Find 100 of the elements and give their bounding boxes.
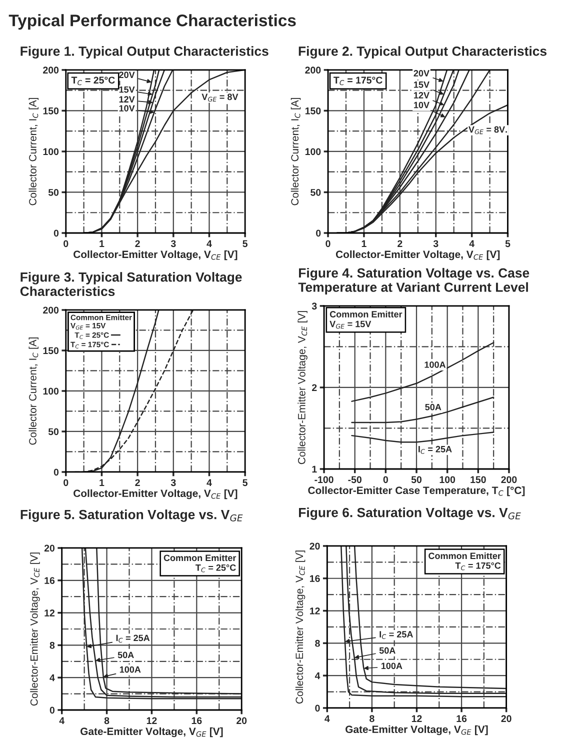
x-tick-label: 8 [104,717,110,724]
x-tick-label: 5 [505,240,510,248]
series-label: I$_{C}$ = 25A [418,446,452,454]
legend-label: 12V [414,92,430,98]
chart-title: Figure 4. Saturation Voltage vs. Case Temperature at Variant Current Level [298,268,530,295]
y-tick-label: 0 [315,704,320,712]
annotation: Common Emitter V$_{GE}$ = 15V [330,310,402,329]
y-tick-label: 100 [305,148,321,156]
x-tick-label: 12 [412,715,422,722]
x-tick-label: 150 [470,476,486,484]
x-tick-label: 16 [456,715,467,722]
x-axis-title: Collector-Emitter Voltage, V$_{CE}$ [V] [336,250,500,260]
y-tick-label: 150 [43,347,59,354]
y-axis-title: Collector Current, I$_{C}$ [A] [290,98,301,206]
text: Typical Performance Characteristics [8,14,296,30]
y-tick-label: 200 [43,306,59,314]
y-tick-label: 20 [310,542,320,550]
y-tick-label: 4 [314,672,320,680]
y-tick-label: 0 [50,706,55,714]
x-tick-label: 2 [135,240,140,247]
series-label: V$_{GE}$ = 8V. [468,126,507,134]
x-axis-title: Collector-Emitter Voltage, V$_{CE}$ [V] [74,489,238,500]
y-tick-label: 1 [312,466,317,473]
y-tick-label: 100 [43,148,59,156]
x-tick-label: -100 [314,476,334,484]
y-tick-label: 12 [310,608,320,614]
chart-title: Figure 3. Typical Saturation Voltage Characteristics [20,272,242,296]
chart-title: Figure 5. Saturation Voltage vs. V$_{GE}$ [20,510,243,522]
series-label: 100A [424,361,446,368]
y-tick-label: 100 [43,388,59,395]
x-tick-label: 2 [135,479,140,486]
x-tick-label: 1 [100,240,104,247]
annotation: T$_{C}$ = 25°C [71,76,115,86]
x-tick-label: 0 [326,240,330,248]
x-tick-label: 2 [398,240,402,247]
y-tick-label: 20 [44,544,55,552]
y-tick-label: 3 [312,302,317,310]
y-tick-label: 4 [50,674,55,682]
x-tick-label: 4 [324,715,330,722]
y-tick-label: 2 [312,384,317,391]
y-tick-label: 0 [54,468,59,476]
annotation: Common Emitter T$_{C}$ = 175°C [428,552,501,570]
legend-label: 10V [414,102,430,108]
x-tick-label: 3 [170,240,176,248]
y-axis-title: Collector Current, I$_{C}$ [A] [28,98,38,206]
y-tick-label: 200 [43,66,59,74]
series-label: V$_{GE}$ = 8V [202,94,238,102]
y-tick-label: 0 [316,230,321,237]
chart-title: Figure 1. Typical Output Characteristics [20,46,268,59]
y-axis-title: Collector-Emitter Voltage, V$_{CE}$ [V] [30,552,40,706]
y-tick-label: 16 [310,575,320,582]
x-axis-title: Collector-Emitter Case Temperature, T$_{C}$ [°C] [308,486,525,496]
y-tick-label: 8 [315,640,320,647]
x-tick-label: 4 [206,240,212,247]
y-tick-label: 16 [44,577,55,584]
y-tick-label: 150 [305,107,321,114]
x-tick-label: 8 [370,715,374,722]
legend-label: 50A [379,647,396,654]
x-tick-label: 3 [170,479,176,486]
y-axis-title: Collector-Emitter Voltage, V$_{CE}$ [V] [295,550,306,704]
x-tick-label: 4 [59,717,64,724]
legend-label: I$_{C}$ = 25A [380,631,413,639]
x-axis-title: Gate-Emitter Voltage, V$_{GE}$ [V] [346,725,488,736]
x-tick-label: 200 [501,476,517,484]
legend-label: 15V [414,82,430,88]
x-tick-label: 5 [242,240,248,248]
x-tick-label: 4 [469,240,474,247]
legend-label: 12V [119,96,135,102]
series-label: 50A [425,404,442,410]
y-axis-title: Collector-Emitter Voltage, V$_{CE}$ [V] [298,311,308,464]
chart-title: Figure 2. Typical Output Characteristics [298,46,547,59]
legend-label: 100A [381,662,402,670]
legend-label: 100A [120,666,141,673]
annotation: Common Emitter T$_{C}$ = 25°C [164,554,236,572]
x-tick-label: 1 [100,479,104,486]
y-tick-label: 12 [44,610,55,616]
x-tick-label: 4 [206,479,212,486]
y-tick-label: 0 [54,230,59,237]
x-tick-label: 16 [192,717,202,724]
y-tick-label: 50 [310,188,321,196]
x-tick-label: 0 [383,476,388,484]
x-tick-label: 5 [242,479,248,486]
x-tick-label: 3 [433,240,438,248]
x-tick-label: 0 [64,240,68,248]
x-tick-label: 50 [411,476,422,484]
x-tick-label: 20 [236,717,247,724]
y-tick-label: 8 [50,642,55,649]
x-tick-label: 1 [362,240,366,247]
y-tick-label: 50 [48,188,59,196]
x-tick-label: 0 [64,479,68,486]
y-tick-label: 150 [43,107,59,114]
annotation: T$_{C}$ = 175°C [334,76,382,86]
x-axis-title: Gate-Emitter Voltage, V$_{GE}$ [V] [80,727,223,738]
x-tick-label: 100 [440,476,456,484]
legend-label: 50A [118,652,134,658]
x-tick-label: -50 [348,476,362,484]
y-tick-label: 200 [305,66,321,74]
y-axis-title: Collector Current, I$_{C}$ [A] [28,337,38,445]
x-tick-label: 12 [146,717,157,724]
legend-label: I$_{C}$ = 25A [116,634,150,643]
